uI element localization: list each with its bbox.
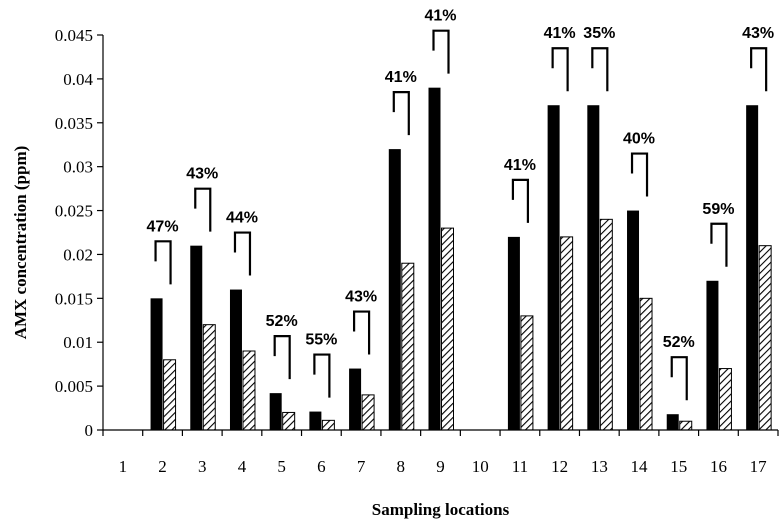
x-tick-label: 12 [551, 457, 568, 476]
x-axis-title: Sampling locations [372, 500, 510, 519]
percent-label: 43% [742, 25, 774, 42]
comparison-bracket [392, 91, 410, 136]
x-tick-label: 6 [317, 457, 326, 476]
bar-hatched [679, 420, 693, 431]
percent-label: 41% [385, 69, 417, 86]
x-tick-label: 4 [238, 457, 247, 476]
y-tick-label: 0.02 [63, 245, 93, 264]
y-tick-label: 0.03 [63, 158, 93, 177]
bar-hatched [282, 411, 296, 431]
bar-solid [706, 280, 719, 430]
y-tick-label: 0.045 [55, 26, 93, 45]
comparison-bracket [750, 47, 768, 92]
percent-label: 52% [266, 313, 298, 330]
bar-solid [150, 298, 163, 430]
bar-hatched [361, 394, 375, 431]
percent-label: 43% [186, 166, 218, 183]
bar-solid [229, 289, 242, 430]
comparison-bracket [154, 240, 172, 285]
bar-solid [388, 149, 401, 430]
bars-group [150, 87, 772, 431]
percent-label: 44% [226, 210, 258, 227]
y-axis-ticks: 0 0.005 0.01 0.015 0.02 0.025 0.03 0.035 0.04 0.0… [55, 26, 103, 440]
comparison-bracket [710, 222, 728, 267]
y-tick-label: 0.035 [55, 114, 93, 133]
x-axis-ticks: 1 2 3 4 5 6 7 8 9 10 11 12 13 14 15 16 17 [102, 430, 779, 476]
percent-label: 41% [424, 8, 456, 25]
x-tick-label: 15 [670, 457, 687, 476]
x-tick-label: 16 [710, 457, 727, 476]
comparison-bracket [551, 47, 569, 92]
bar-hatched [321, 419, 335, 431]
bar-solid [269, 393, 282, 430]
brackets-group [154, 29, 768, 401]
bar-solid [547, 105, 560, 430]
comparison-bracket [432, 29, 450, 74]
x-tick-label: 7 [357, 457, 366, 476]
bar-solid [587, 105, 600, 430]
bar-hatched [758, 245, 772, 431]
comparison-bracket [273, 335, 291, 380]
x-tick-label: 11 [512, 457, 528, 476]
percent-label: 43% [345, 289, 377, 306]
x-tick-label: 8 [397, 457, 406, 476]
bar-hatched [242, 350, 256, 431]
bar-solid [507, 236, 520, 430]
x-tick-label: 13 [591, 457, 608, 476]
bar-hatched [401, 262, 415, 431]
x-tick-label: 9 [436, 457, 445, 476]
percent-label: 35% [583, 25, 615, 42]
bar-hatched [441, 227, 454, 431]
bar-hatched [599, 218, 613, 431]
x-tick-label: 17 [750, 457, 768, 476]
annotations-group: 47% 43% 44% 52% 55% 43% 41% 41% 41% 41% 35% 40% 52% 5… [147, 8, 775, 352]
comparison-bracket [511, 178, 530, 223]
comparison-bracket [630, 152, 649, 197]
y-tick-label: 0.04 [63, 70, 93, 89]
bar-hatched [202, 324, 216, 431]
bar-solid [349, 368, 362, 430]
bar-solid [627, 210, 640, 430]
x-tick-label: 10 [472, 457, 489, 476]
percent-label: 52% [663, 334, 695, 351]
bar-solid [428, 87, 441, 431]
y-tick-label: 0.015 [55, 289, 93, 308]
y-tick-label: 0.01 [63, 333, 93, 352]
x-tick-label: 3 [198, 457, 207, 476]
bar-solid [309, 411, 322, 430]
percent-label: 47% [147, 218, 179, 235]
bar-solid [190, 245, 203, 430]
comparison-bracket [313, 353, 331, 398]
x-tick-label: 2 [158, 457, 167, 476]
y-tick-label: 0.025 [55, 202, 93, 221]
comparison-bracket [670, 356, 688, 401]
percent-label: 41% [544, 25, 576, 42]
bar-solid [746, 105, 759, 430]
y-tick-label: 0.005 [55, 377, 93, 396]
bar-hatched [560, 236, 574, 431]
bar-hatched [718, 368, 732, 431]
x-tick-label: 14 [631, 457, 649, 476]
comparison-bracket [233, 231, 252, 276]
bar-solid [666, 414, 679, 430]
percent-label: 59% [702, 201, 734, 218]
bar-hatched [163, 359, 177, 431]
comparison-bracket [591, 47, 609, 92]
percent-label: 41% [504, 157, 536, 174]
bar-hatched [639, 297, 653, 431]
percent-label: 55% [305, 332, 337, 349]
percent-label: 40% [623, 131, 655, 148]
x-tick-label: 1 [119, 457, 128, 476]
x-tick-label: 5 [277, 457, 286, 476]
y-axis-title: AMX concentration (ppm) [11, 146, 30, 340]
y-tick-label: 0 [85, 421, 94, 440]
comparison-bracket [194, 187, 212, 232]
comparison-bracket [352, 310, 371, 355]
bar-hatched [520, 315, 534, 431]
